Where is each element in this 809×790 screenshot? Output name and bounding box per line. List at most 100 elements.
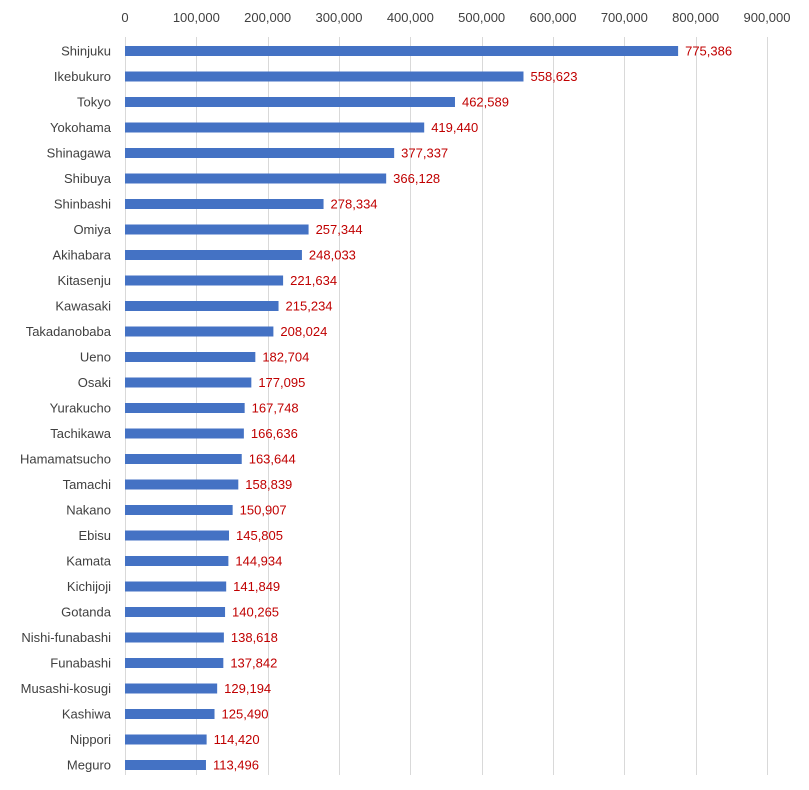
x-tick-label: 400,000 [387,10,434,25]
category-label: Meguro [67,758,111,773]
category-label: Takadanobaba [26,324,112,339]
bar-nakano [125,505,233,515]
category-label: Kawasaki [55,299,111,314]
category-label: Akihabara [52,248,111,263]
category-label: Kamata [66,554,112,569]
category-label: Ikebukuro [54,69,111,84]
data-label: 462,589 [462,95,509,110]
bar-kamata [125,556,229,566]
category-label: Yokohama [50,120,112,135]
bar-akihabara [125,250,302,260]
data-label: 182,704 [262,350,309,365]
category-label: Shinagawa [47,146,112,161]
data-label: 377,337 [401,146,448,161]
gridlines [125,37,768,775]
data-label: 158,839 [245,477,292,492]
data-label: 177,095 [258,375,305,390]
data-label: 775,386 [685,44,732,59]
x-tick-label: 500,000 [458,10,505,25]
category-label: Osaki [78,375,111,390]
bar-gotanda [125,607,226,617]
bar-osaki [125,377,252,388]
bar-kawasaki [125,301,279,311]
category-label: Ueno [80,350,111,365]
category-label: Hamamatsucho [20,452,111,467]
bar-ueno [125,352,256,362]
category-label: Nishi-funabashi [21,630,111,645]
bar-musashi-kosugi [125,683,218,694]
x-tick-label: 800,000 [672,10,719,25]
bar-takadanobaba [125,326,274,337]
category-label: Tamachi [63,477,112,492]
category-label: Kitasenju [58,273,111,288]
data-labels: 775,386 558,623 462,589 419,440 377,337 366,1… [213,44,732,773]
data-label: 221,634 [290,273,337,288]
bar-nippori [125,734,207,745]
data-label: 145,805 [236,528,283,543]
data-label: 248,033 [309,248,356,263]
data-label: 140,265 [232,605,279,620]
bar-shibuya [125,173,387,184]
bar-tamachi [125,479,239,490]
x-tick-label: 900,000 [744,10,791,25]
bar-yokohama [125,122,425,133]
data-label: 208,024 [280,324,327,339]
data-label: 166,636 [251,426,298,441]
x-tick-label: 0 [121,10,128,25]
bar-shinbashi [125,199,324,209]
bar-nishi-funabashi [125,632,224,643]
data-label: 137,842 [230,656,277,671]
data-label: 419,440 [431,120,478,135]
bar-hamamatsucho [125,454,242,464]
category-label: Funabashi [50,656,111,671]
category-label: Nippori [70,732,111,747]
data-label: 167,748 [252,401,299,416]
category-label: Gotanda [61,605,112,620]
category-label: Tachikawa [50,426,111,441]
x-tick-label: 600,000 [530,10,577,25]
bar-shinagawa [125,148,395,158]
category-label: Shinbashi [54,197,111,212]
bar-ebisu [125,530,230,541]
data-label: 114,420 [214,732,260,747]
data-label: 150,907 [240,503,287,518]
category-labels: Shinjuku Ikebukuro Tokyo Yokohama Shinagawa S… [20,44,112,773]
x-tick-label: 100,000 [173,10,220,25]
data-label: 129,194 [224,681,271,696]
x-axis-ticks: 0 100,000 200,000 300,000 400,000 500,000 600,… [121,10,790,25]
bar-shinjuku [125,46,679,56]
data-label: 138,618 [231,630,278,645]
bar-tachikawa [125,428,244,439]
data-label: 125,490 [222,707,269,722]
bar-kitasenju [125,275,284,286]
category-label: Nakano [66,503,111,518]
category-label: Musashi-kosugi [21,681,111,696]
data-label: 113,496 [213,758,259,773]
category-label: Ebisu [78,528,111,543]
data-label: 366,128 [393,171,440,186]
category-label: Yurakucho [50,401,111,416]
category-label: Shinjuku [61,44,111,59]
bar-kichijoji [125,581,227,592]
bar-funabashi [125,658,224,668]
bar-kashiwa [125,709,215,719]
data-label: 163,644 [249,452,296,467]
data-label: 278,334 [331,197,378,212]
bars [125,46,679,770]
data-label: 558,623 [530,69,577,84]
bar-tokyo [125,97,455,107]
bar-meguro [125,760,206,770]
bar-ikebukuro [125,71,524,82]
x-tick-label: 200,000 [244,10,291,25]
x-tick-label: 700,000 [601,10,648,25]
data-label: 144,934 [235,554,282,569]
x-tick-label: 300,000 [316,10,363,25]
bar-omiya [125,224,309,235]
data-label: 215,234 [286,299,333,314]
data-label: 257,344 [316,222,363,237]
category-label: Kichijoji [67,579,111,594]
category-label: Tokyo [77,95,111,110]
bar-yurakucho [125,403,245,413]
category-label: Shibuya [64,171,112,186]
